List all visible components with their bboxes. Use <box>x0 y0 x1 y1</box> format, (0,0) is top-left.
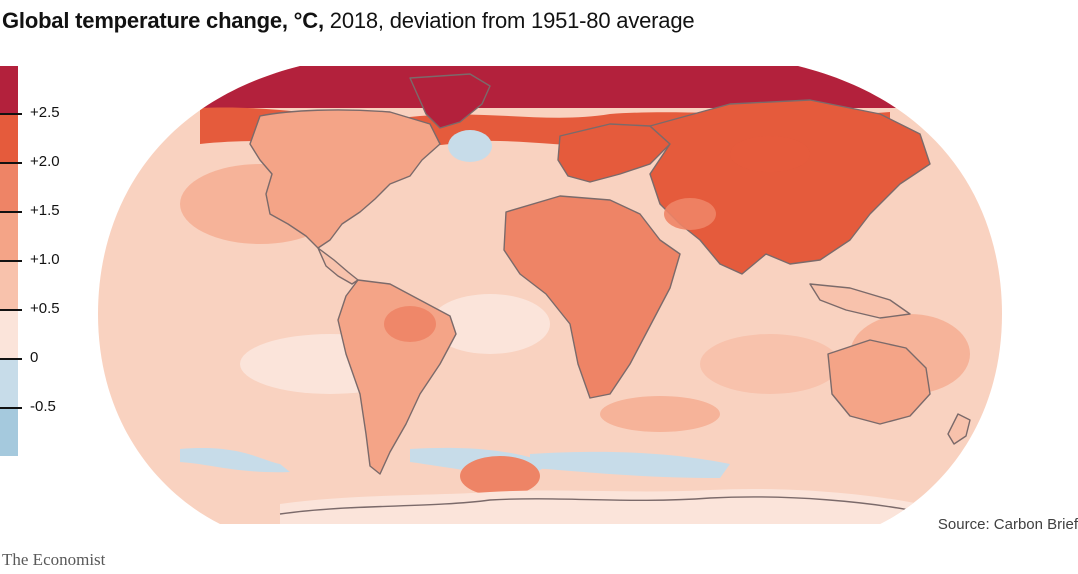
siberia-hot-spot <box>730 136 810 172</box>
legend-swatch <box>0 360 18 407</box>
new-zealand <box>947 413 971 445</box>
legend-swatch <box>0 409 18 456</box>
antarctica-coast <box>279 496 921 515</box>
atlantic-warm-patch <box>430 294 550 354</box>
legend-tick-label: +2.0 <box>30 153 60 170</box>
legend-tick <box>0 113 22 115</box>
africa <box>503 195 681 399</box>
southeast-asia <box>809 283 911 319</box>
legend-tick <box>0 407 22 409</box>
legend-swatch <box>0 311 18 358</box>
amazon-warm <box>384 306 436 342</box>
continents <box>249 73 971 515</box>
legend-tick-label: +1.5 <box>30 202 60 219</box>
map-body <box>98 66 1002 524</box>
chart-title: Global temperature change, °C, 2018, dev… <box>2 8 695 34</box>
legend-tick-label: 0 <box>30 349 39 366</box>
indian-warm-patch <box>700 334 840 394</box>
legend-tick <box>0 211 22 213</box>
europe <box>557 123 671 183</box>
legend-tick-label: +1.0 <box>30 251 60 268</box>
antarctica-land <box>280 488 920 524</box>
southern-cold-band-3 <box>530 451 730 478</box>
south-ocean-warm <box>600 396 720 432</box>
legend-tick <box>0 309 22 311</box>
legend-swatch <box>0 164 18 211</box>
legend-tick-label: -0.5 <box>30 398 56 415</box>
legend-swatch <box>0 262 18 309</box>
middle-east-warm <box>664 198 716 230</box>
north-america <box>249 109 441 249</box>
color-legend: +2.5 +2.0 +1.5 +1.0 +0.5 0 -0.5 <box>0 66 90 466</box>
legend-tick <box>0 162 22 164</box>
legend-tick-label: +0.5 <box>30 300 60 317</box>
weddell-warm-spot <box>460 456 540 496</box>
southern-cold-band <box>180 448 290 473</box>
title-rest: 2018, deviation from 1951-80 average <box>323 8 695 33</box>
legend-swatch <box>0 213 18 260</box>
legend-swatch <box>0 115 18 162</box>
legend-tick-label: +2.5 <box>30 104 60 121</box>
greenland <box>409 73 491 129</box>
legend-swatch <box>0 66 18 113</box>
title-bold: Global temperature change, °C, <box>2 8 324 33</box>
australia <box>827 339 931 425</box>
north-atlantic-cold-spot <box>448 130 492 162</box>
world-temperature-map <box>98 66 1002 524</box>
legend-tick <box>0 260 22 262</box>
central-america <box>317 247 359 285</box>
brand-logo-text: The Economist <box>2 550 106 569</box>
arctic-band <box>98 66 1002 108</box>
legend-tick <box>0 358 22 360</box>
asia <box>649 99 931 275</box>
source-note: Source: Carbon Brief <box>937 516 1078 533</box>
